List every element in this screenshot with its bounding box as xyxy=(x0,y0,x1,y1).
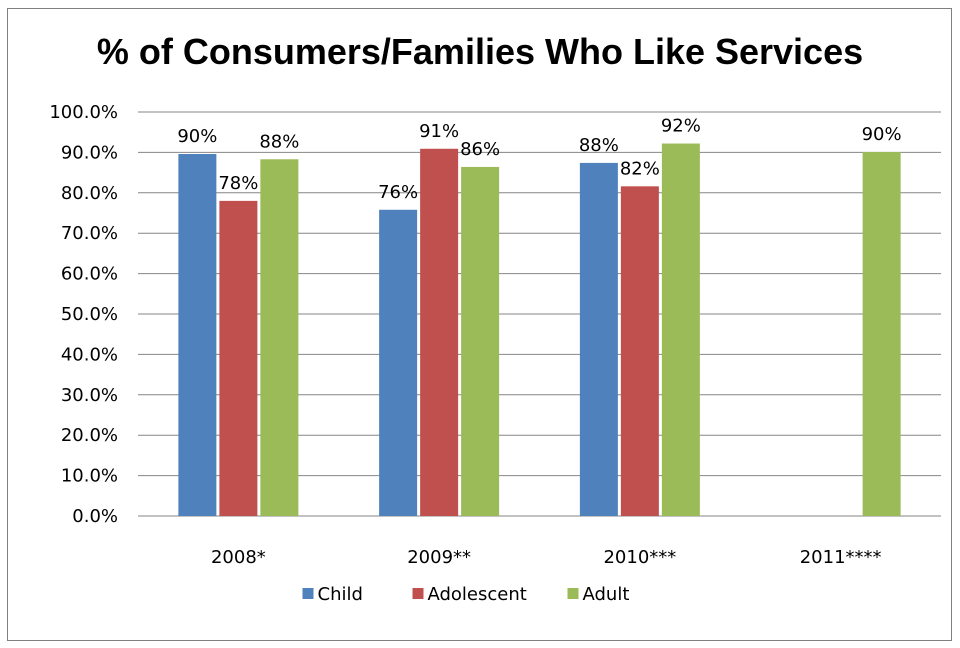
bar-adolescent-1 xyxy=(420,148,459,516)
gridlines xyxy=(138,111,941,517)
legend-label: Adult xyxy=(583,584,630,605)
bar-chart: % of Consumers/Families Who Like Service… xyxy=(49,31,941,605)
data-label: 91% xyxy=(419,121,459,142)
data-label: 88% xyxy=(579,135,619,156)
bar-child-2 xyxy=(579,162,618,517)
x-tick-label: 2011**** xyxy=(800,547,882,568)
legend-swatch xyxy=(302,588,314,599)
y-tick-label: 50.0% xyxy=(61,304,118,325)
bar-child-1 xyxy=(379,209,418,516)
data-labels: 90%78%88%76%91%86% 88%82%92% 90% xyxy=(177,116,901,203)
legend-label: Child xyxy=(318,584,363,605)
bar-adolescent-2 xyxy=(620,186,659,516)
y-tick-label: 70.0% xyxy=(61,223,118,244)
y-tick-label: 30.0% xyxy=(61,385,118,406)
x-tick-label: 2008* xyxy=(211,547,266,568)
x-tick-label: 2009** xyxy=(407,547,471,568)
bar-adult-3 xyxy=(862,151,901,516)
data-label: 92% xyxy=(661,116,701,137)
legend-item-adult: Adult xyxy=(567,584,630,605)
data-label: 88% xyxy=(259,131,299,152)
bars xyxy=(178,143,901,517)
data-label: 90% xyxy=(862,124,902,145)
x-axis-ticks: 2008* 2009** 2010*** 2011**** xyxy=(211,547,882,568)
legend-swatch xyxy=(412,588,424,599)
y-tick-label: 40.0% xyxy=(61,344,118,365)
bar-adult-1 xyxy=(461,166,500,516)
y-axis-ticks: 0.0% 10.0% 20.0% 30.0% 40.0% 50.0% 60.0% 70.0% 8… xyxy=(49,102,118,527)
legend-item-child: Child xyxy=(302,584,363,605)
y-tick-label: 0.0% xyxy=(72,506,118,527)
y-tick-label: 100.0% xyxy=(49,102,118,123)
legend-swatch xyxy=(567,588,579,599)
data-label: 90% xyxy=(177,126,217,147)
bar-adult-2 xyxy=(661,143,700,516)
y-tick-label: 20.0% xyxy=(61,425,118,446)
bar-child-0 xyxy=(178,154,217,517)
chart-title: % of Consumers/Families Who Like Service… xyxy=(97,31,863,72)
data-label: 86% xyxy=(460,139,500,160)
data-label: 78% xyxy=(218,173,258,194)
data-label: 82% xyxy=(620,158,660,179)
y-tick-label: 80.0% xyxy=(61,183,118,204)
bar-adult-0 xyxy=(260,159,299,516)
legend-label: Adolescent xyxy=(428,584,527,605)
y-tick-label: 90.0% xyxy=(61,142,118,163)
legend: Child Adolescent Adult xyxy=(302,584,630,605)
chart-frame: % of Consumers/Families Who Like Service… xyxy=(7,8,952,641)
y-tick-label: 60.0% xyxy=(61,264,118,285)
legend-item-adolescent: Adolescent xyxy=(412,584,527,605)
x-tick-label: 2010*** xyxy=(603,547,676,568)
data-label: 76% xyxy=(378,182,418,203)
bar-adolescent-0 xyxy=(219,200,258,516)
y-tick-label: 10.0% xyxy=(61,466,118,487)
